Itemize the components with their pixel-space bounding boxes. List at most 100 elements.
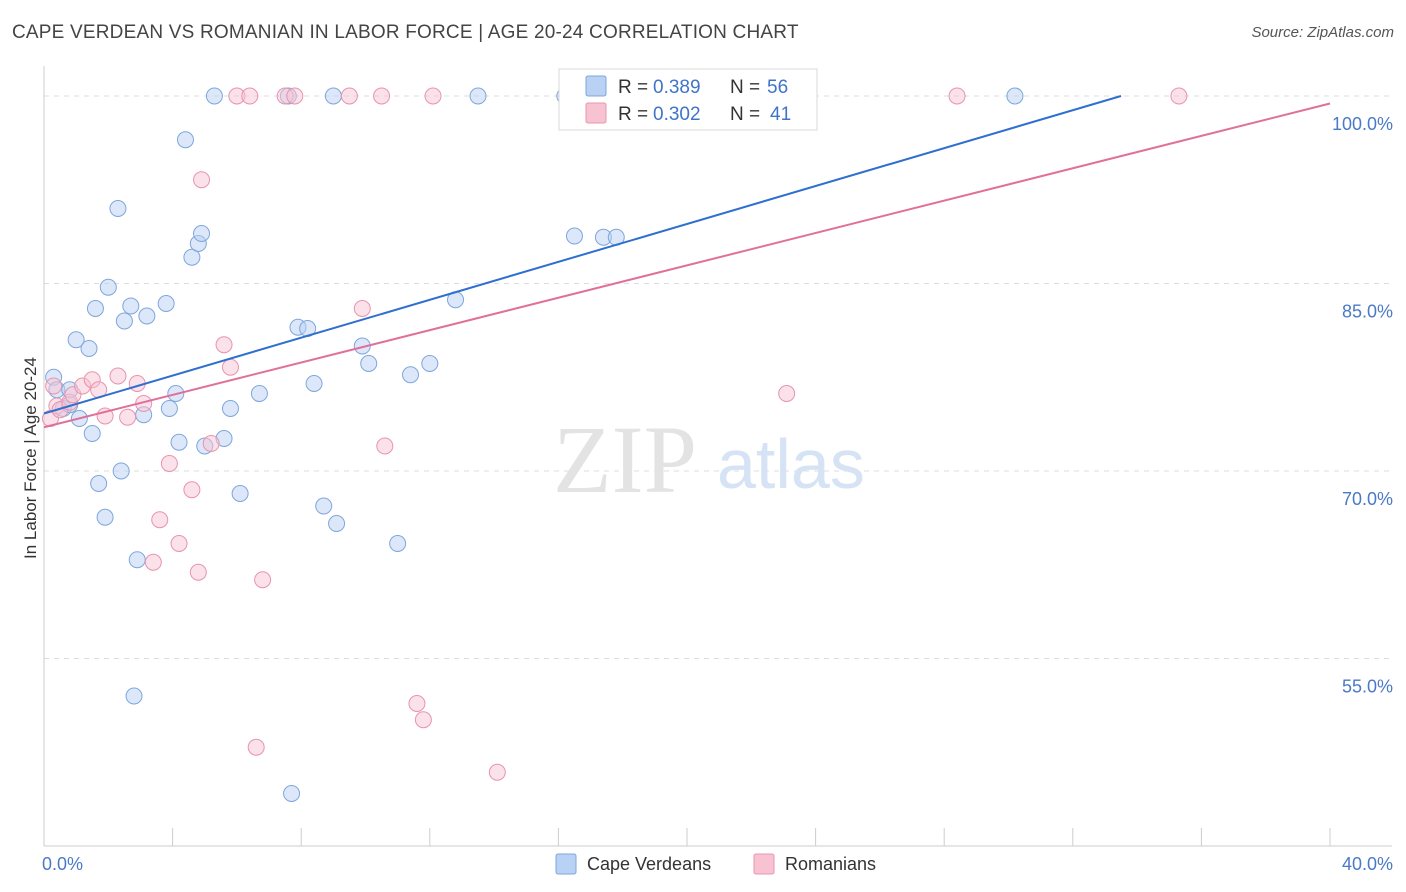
point-romanians	[948, 87, 966, 105]
series-cape-verdeans	[45, 87, 1024, 802]
legend-n-value: 41	[770, 104, 791, 125]
point-cape-verdeans	[83, 425, 101, 442]
point-romanians	[254, 571, 272, 589]
point-cape-verdeans	[96, 508, 114, 526]
point-romanians	[109, 367, 127, 385]
legend-r-label: R =	[618, 77, 648, 98]
y-tick-label: 100.0%	[1332, 114, 1393, 134]
point-cape-verdeans	[389, 535, 407, 552]
point-cape-verdeans	[122, 297, 140, 315]
y-tick-label: 55.0%	[1342, 677, 1393, 697]
point-cape-verdeans	[402, 366, 420, 384]
point-romanians	[488, 763, 506, 781]
point-cape-verdeans	[205, 87, 223, 105]
point-cape-verdeans	[125, 687, 143, 705]
point-romanians	[778, 385, 796, 402]
bottom-legend-swatch-blue	[555, 853, 577, 875]
y-axis-label: In Labor Force | Age 20-24	[21, 357, 40, 559]
legend-swatch-pink	[585, 102, 607, 124]
legend-swatch-blue	[585, 75, 607, 97]
chart-title: CAPE VERDEAN VS ROMANIAN IN LABOR FORCE …	[12, 22, 799, 43]
point-romanians	[202, 435, 220, 452]
point-cape-verdeans	[283, 785, 301, 802]
trendline-cape-verdeans	[43, 95, 1122, 415]
point-cape-verdeans	[86, 300, 104, 317]
point-romanians	[160, 455, 178, 472]
legend-r-label: R =	[618, 104, 648, 125]
point-romanians	[215, 336, 233, 354]
y-tick-labels: 55.0% 70.0% 85.0% 100.0%	[1332, 114, 1393, 697]
point-cape-verdeans	[99, 278, 117, 296]
legend-n-value: 56	[767, 77, 788, 98]
point-cape-verdeans	[469, 87, 487, 105]
point-cape-verdeans	[90, 475, 108, 492]
point-cape-verdeans	[193, 225, 211, 242]
y-tick-label: 85.0%	[1342, 302, 1393, 322]
point-cape-verdeans	[315, 497, 333, 515]
bottom-legend-swatch-pink	[753, 853, 775, 875]
point-cape-verdeans	[115, 312, 133, 330]
point-cape-verdeans	[80, 340, 98, 357]
source-label: Source: ZipAtlas.com	[1251, 24, 1394, 41]
point-romanians	[241, 87, 259, 105]
legend-r-value: 0.389	[653, 77, 701, 98]
legend-n-label: N =	[730, 104, 760, 125]
point-romanians	[340, 87, 358, 105]
point-cape-verdeans	[231, 485, 249, 502]
point-romanians	[189, 563, 207, 581]
x-tick-label: 40.0%	[1342, 854, 1393, 874]
point-romanians	[221, 358, 239, 376]
point-cape-verdeans	[157, 295, 175, 312]
legend: R = 0.389 N = 56 R = 0.302 N = 41	[558, 68, 818, 131]
point-cape-verdeans	[250, 385, 268, 402]
point-cape-verdeans	[565, 227, 583, 245]
bottom-legend-cape-verdeans: Cape Verdeans	[587, 854, 711, 874]
y-tick-label: 70.0%	[1342, 489, 1393, 509]
point-cape-verdeans	[305, 375, 323, 392]
point-cape-verdeans	[160, 400, 178, 417]
point-cape-verdeans	[360, 355, 378, 372]
watermark-zip: ZIP	[553, 406, 697, 513]
point-romanians	[373, 87, 391, 105]
point-romanians	[247, 738, 265, 756]
point-cape-verdeans	[112, 462, 130, 480]
point-cape-verdeans	[176, 131, 194, 149]
point-romanians	[353, 300, 371, 317]
bottom-legend: Cape Verdeans Romanians	[555, 853, 876, 875]
point-cape-verdeans	[128, 551, 146, 569]
axes	[43, 66, 1392, 847]
legend-n-label: N =	[730, 77, 760, 98]
point-cape-verdeans	[109, 200, 127, 217]
point-cape-verdeans	[221, 400, 239, 417]
point-romanians	[424, 87, 442, 105]
point-romanians	[151, 511, 169, 529]
series-romanians	[41, 87, 1188, 781]
legend-r-value: 0.302	[653, 104, 701, 125]
point-cape-verdeans	[170, 433, 188, 451]
point-romanians	[144, 553, 162, 571]
point-romanians	[286, 87, 304, 105]
point-romanians	[376, 437, 394, 455]
watermark-atlas: atlas	[717, 425, 865, 503]
point-romanians	[170, 535, 188, 552]
point-romanians	[183, 481, 201, 499]
point-cape-verdeans	[1006, 87, 1024, 105]
point-romanians	[1170, 87, 1188, 105]
point-romanians	[119, 408, 137, 426]
trendline-romanians	[43, 102, 1331, 429]
bottom-legend-romanians: Romanians	[785, 854, 876, 874]
grid	[44, 95, 1392, 659]
point-cape-verdeans	[138, 307, 156, 325]
point-romanians	[408, 695, 426, 712]
trendlines	[43, 95, 1331, 429]
point-cape-verdeans	[67, 331, 85, 349]
point-cape-verdeans	[324, 87, 342, 105]
point-romanians	[414, 711, 432, 729]
point-cape-verdeans	[183, 248, 201, 266]
point-romanians	[45, 377, 63, 395]
point-cape-verdeans	[421, 355, 439, 372]
x-tick-label: 0.0%	[42, 854, 83, 874]
x-tick-labels: 0.0% 40.0%	[42, 854, 1393, 874]
point-romanians	[193, 171, 211, 189]
